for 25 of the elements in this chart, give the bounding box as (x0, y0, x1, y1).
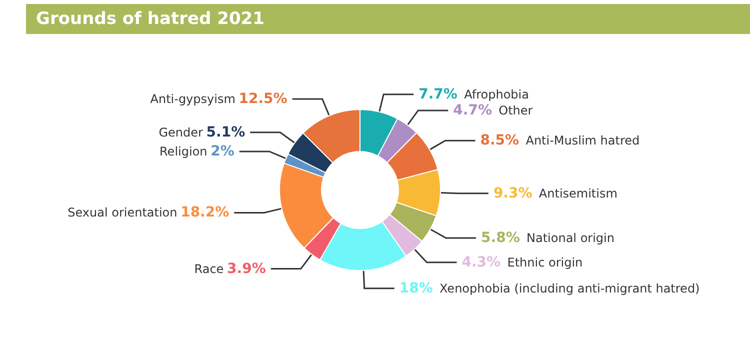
data-label: 3.9% (227, 260, 266, 277)
data-label: 8.5% (480, 132, 520, 149)
slice-label: Other (498, 103, 533, 118)
data-label: 5.8% (481, 230, 520, 246)
data-label: 4.7% (453, 102, 492, 118)
slice-label: Ethnic origin (507, 255, 583, 270)
slice-label: Xenophobia (including anti-migrant hatred) (440, 281, 700, 296)
data-label: 9.3% (493, 185, 532, 202)
slice-label: National origin (526, 230, 614, 245)
slice-label: Gender (158, 125, 204, 140)
chart-title: Grounds of hatred 2021 (26, 4, 750, 34)
data-label: 2% (210, 143, 234, 160)
data-label: 7.7% (418, 86, 458, 102)
slice-label: Afrophobia (464, 87, 529, 102)
slice-label: Race (194, 262, 224, 276)
slice-label: Anti-gypsyism (150, 92, 236, 106)
data-label: 18.2% (180, 204, 230, 221)
data-label: 4.3% (462, 254, 501, 270)
slice-label: Anti-Muslim hatred (526, 134, 640, 148)
data-label: 12.5% (238, 91, 288, 107)
slice-label: Sexual orientation (68, 206, 178, 220)
data-label: 5.1% (206, 124, 246, 140)
slice-label: Religion (160, 144, 208, 158)
data-label: 18% (399, 280, 433, 296)
slice-label: Antisemitism (538, 186, 618, 200)
